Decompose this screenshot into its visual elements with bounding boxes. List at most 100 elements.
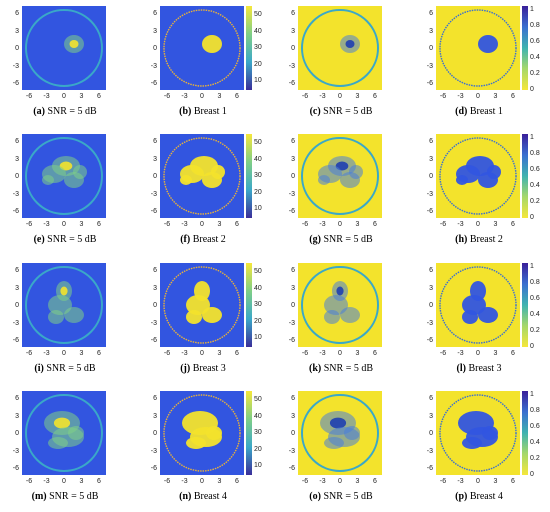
y-tick-label: -6 xyxy=(288,80,295,87)
colorbar-tick-label: 10 xyxy=(254,462,262,469)
image-plot xyxy=(436,391,520,475)
colorbar-tick-label: 0.6 xyxy=(530,423,540,430)
x-tick-label: -3 xyxy=(457,221,464,228)
panel-caption-text: SNR = 5 dB xyxy=(47,234,97,245)
y-tick-label: 3 xyxy=(291,27,295,35)
figure-panel: 6 3 0 -3 -6 -6 -3 0 3 6 (k) SNR = 5 dB xyxy=(276,257,412,384)
skin-ring xyxy=(301,394,379,472)
tissue-blob xyxy=(462,295,486,315)
x-tick-label: 6 xyxy=(373,221,377,228)
x-tick-label: 6 xyxy=(97,93,101,100)
colorbar-tick-label: 50 xyxy=(254,139,262,146)
y-tick-label: 0 xyxy=(429,302,433,309)
tissue-blob xyxy=(48,310,64,324)
y-tick-label: -3 xyxy=(150,447,157,455)
image-plot xyxy=(160,263,244,347)
x-tick-label: -3 xyxy=(457,93,464,100)
image-plot xyxy=(22,6,106,90)
tissue-blob xyxy=(340,307,360,323)
tissue-blob xyxy=(324,295,348,315)
x-tick-label: 3 xyxy=(217,93,222,100)
figure-panel: 6 3 0 -3 -6 -6 -3 0 3 6 1 0.8 0.6 0.4 0.2 0 (l) Breast 3 xyxy=(414,257,550,384)
y-tick-label: -3 xyxy=(150,319,157,327)
skin-ring xyxy=(163,137,241,215)
image-plot xyxy=(160,6,244,90)
y-tick-label: 0 xyxy=(429,173,433,180)
y-tick-label: -6 xyxy=(150,337,157,344)
figure-panel: 6 3 0 -3 -6 -6 -3 0 3 6 (e) SNR = 5 dB xyxy=(0,128,136,255)
y-tick-label: -3 xyxy=(288,190,295,198)
colorbar-tick-label: 0 xyxy=(530,86,534,93)
skin-ring xyxy=(439,394,517,472)
tissue-blob xyxy=(64,307,84,323)
y-tick-label: -6 xyxy=(12,337,19,344)
tissue-blob xyxy=(186,295,210,315)
colorbar xyxy=(246,6,252,90)
x-tick-label: 3 xyxy=(493,350,498,357)
y-tick-label: 3 xyxy=(153,155,157,163)
colorbar-tick-label: 0.4 xyxy=(530,311,540,318)
skin-ring xyxy=(301,266,379,344)
x-tick-label: 3 xyxy=(493,221,498,228)
y-tick-label: -6 xyxy=(426,465,433,472)
x-tick-label: -6 xyxy=(25,93,33,100)
breast-disc xyxy=(27,11,101,85)
panel-tag: (h) xyxy=(455,234,468,245)
tissue-blob xyxy=(324,437,344,449)
panel-tag: (k) xyxy=(309,363,322,374)
y-tick-label: -6 xyxy=(150,80,157,87)
x-tick-label: 6 xyxy=(235,221,239,228)
skin-ring xyxy=(163,266,241,344)
colorbar-tick-label: 1 xyxy=(530,263,534,270)
y-tick-label: 3 xyxy=(429,27,433,35)
panel-caption: (b) Breast 1 xyxy=(138,106,268,117)
panel-tag: (g) xyxy=(309,234,321,245)
y-tick-label: 3 xyxy=(429,284,433,292)
y-tick-label: -3 xyxy=(12,319,19,327)
x-tick-label: -6 xyxy=(439,478,447,485)
figure-panel: 6 3 0 -3 -6 -6 -3 0 3 6 50 40 30 20 10 (b) Breast 1 xyxy=(138,0,274,127)
colorbar-tick-label: 1 xyxy=(530,6,534,13)
colorbar-tick-label: 0.8 xyxy=(530,150,540,157)
x-tick-label: 0 xyxy=(62,221,66,228)
colorbar-tick-label: 0 xyxy=(530,214,534,221)
colorbar xyxy=(246,391,252,475)
panel-caption: (e) SNR = 5 dB xyxy=(0,234,130,245)
tissue-blob xyxy=(48,295,72,315)
x-tick-label: -6 xyxy=(25,350,33,357)
y-tick-label: 0 xyxy=(429,45,433,52)
y-tick-label: 6 xyxy=(153,395,157,402)
colorbar xyxy=(246,134,252,218)
x-tick-label: 3 xyxy=(79,93,84,100)
x-tick-label: 6 xyxy=(511,350,515,357)
x-tick-label: 3 xyxy=(79,350,84,357)
x-tick-label: -3 xyxy=(43,478,50,485)
image-plot xyxy=(160,391,244,475)
colorbar-tick-label: 40 xyxy=(254,155,262,163)
skin-ring xyxy=(439,266,517,344)
x-tick-label: 6 xyxy=(235,93,239,100)
y-tick-label: 6 xyxy=(153,10,157,17)
panel-tag: (j) xyxy=(180,363,191,374)
x-tick-label: -3 xyxy=(181,221,188,228)
y-tick-label: 6 xyxy=(15,138,19,145)
panel-caption: (n) Breast 4 xyxy=(138,491,268,502)
y-tick-label: 0 xyxy=(153,430,157,437)
y-tick-label: 3 xyxy=(429,155,433,163)
tissue-core xyxy=(69,39,79,49)
panel-caption-text: SNR = 5 dB xyxy=(46,363,96,374)
y-tick-label: -6 xyxy=(12,465,19,472)
tissue-blob xyxy=(478,307,498,323)
y-tick-label: 0 xyxy=(15,302,19,309)
y-tick-label: -6 xyxy=(426,80,433,87)
x-tick-label: 3 xyxy=(217,350,222,357)
breast-disc xyxy=(303,11,377,85)
tissue-blob xyxy=(462,437,482,449)
x-tick-label: 0 xyxy=(62,350,66,357)
x-tick-label: 6 xyxy=(373,93,377,100)
panel-tag: (p) xyxy=(455,491,468,502)
colorbar xyxy=(522,134,528,218)
panel-tag: (l) xyxy=(456,363,466,374)
panel-caption-text: SNR = 5 dB xyxy=(323,363,373,374)
y-tick-label: 0 xyxy=(15,430,19,437)
